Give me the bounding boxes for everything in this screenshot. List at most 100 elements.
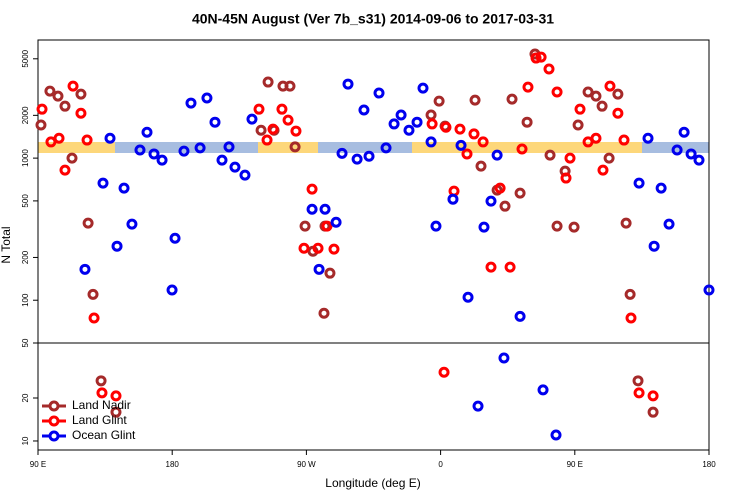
- data-point: [426, 118, 438, 130]
- data-point: [642, 132, 654, 144]
- data-point: [417, 82, 429, 94]
- legend-marker: [48, 430, 60, 442]
- data-point: [59, 100, 71, 112]
- data-point: [597, 164, 609, 176]
- data-point: [572, 119, 584, 131]
- data-point: [655, 182, 667, 194]
- data-point: [632, 375, 644, 387]
- data-point: [324, 267, 336, 279]
- data-point: [633, 387, 645, 399]
- data-point: [97, 177, 109, 189]
- data-point: [267, 123, 279, 135]
- data-point: [678, 126, 690, 138]
- data-point: [685, 148, 697, 160]
- data-point: [66, 152, 78, 164]
- data-point: [612, 88, 624, 100]
- data-point: [663, 218, 675, 230]
- data-point: [201, 92, 213, 104]
- data-point: [185, 97, 197, 109]
- data-point: [478, 221, 490, 233]
- data-point: [328, 243, 340, 255]
- data-point: [96, 387, 108, 399]
- data-point: [87, 288, 99, 300]
- legend-label: Ocean Glint: [72, 428, 136, 442]
- x-tick-label: 90 E: [30, 460, 46, 469]
- data-point: [53, 132, 65, 144]
- data-point: [67, 80, 79, 92]
- data-point: [166, 284, 178, 296]
- data-point: [312, 242, 324, 254]
- data-point: [380, 142, 392, 154]
- data-point: [395, 109, 407, 121]
- data-point: [111, 240, 123, 252]
- y-axis-label: N Total: [0, 226, 13, 263]
- data-point: [313, 263, 325, 275]
- data-point: [298, 242, 310, 254]
- x-tick-label: 0: [438, 460, 443, 469]
- data-point: [550, 429, 562, 441]
- data-point: [290, 125, 302, 137]
- data-point: [521, 116, 533, 128]
- data-point: [499, 200, 511, 212]
- data-point: [209, 116, 221, 128]
- y-tick-label: 20: [21, 393, 30, 402]
- data-point: [253, 103, 265, 115]
- data-point: [603, 152, 615, 164]
- data-point: [494, 182, 506, 194]
- data-point: [551, 86, 563, 98]
- data-point: [35, 119, 47, 131]
- data-point: [620, 217, 632, 229]
- data-point: [388, 118, 400, 130]
- data-point: [110, 406, 122, 418]
- data-point: [319, 203, 331, 215]
- data-point: [537, 384, 549, 396]
- data-point: [321, 220, 333, 232]
- data-point: [95, 375, 107, 387]
- data-point: [522, 81, 534, 93]
- data-point: [299, 220, 311, 232]
- data-point: [44, 85, 56, 97]
- data-point: [79, 263, 91, 275]
- data-point: [134, 144, 146, 156]
- x-axis-label: Longitude (deg E): [325, 476, 420, 490]
- data-point: [289, 141, 301, 153]
- data-point: [469, 94, 481, 106]
- data-point: [468, 128, 480, 140]
- data-point: [169, 232, 181, 244]
- data-point: [425, 109, 437, 121]
- data-point: [447, 193, 459, 205]
- data-point: [596, 100, 608, 112]
- x-tick-label: 90 E: [567, 460, 583, 469]
- y-tick-label: 2000: [21, 106, 30, 124]
- data-point: [104, 132, 116, 144]
- legend-label: Land Glint: [72, 413, 127, 427]
- data-point: [306, 203, 318, 215]
- data-point: [59, 164, 71, 176]
- data-point: [282, 114, 294, 126]
- data-point: [574, 103, 586, 115]
- data-point: [647, 390, 659, 402]
- data-point: [516, 143, 528, 155]
- data-point: [336, 147, 348, 159]
- data-point: [194, 142, 206, 154]
- data-point: [485, 195, 497, 207]
- data-point: [604, 80, 616, 92]
- data-point: [36, 103, 48, 115]
- data-point: [118, 182, 130, 194]
- data-point: [216, 154, 228, 166]
- data-point: [88, 312, 100, 324]
- data-point: [498, 352, 510, 364]
- plot-frame: [37, 39, 710, 344]
- data-point: [262, 76, 274, 88]
- data-point: [551, 220, 563, 232]
- data-point: [425, 136, 437, 148]
- data-point: [223, 141, 235, 153]
- data-point: [411, 116, 423, 128]
- data-point: [318, 307, 330, 319]
- data-point: [261, 134, 273, 146]
- data-point: [475, 160, 487, 172]
- data-point: [52, 90, 64, 102]
- data-point: [148, 148, 160, 160]
- data-point: [455, 139, 467, 151]
